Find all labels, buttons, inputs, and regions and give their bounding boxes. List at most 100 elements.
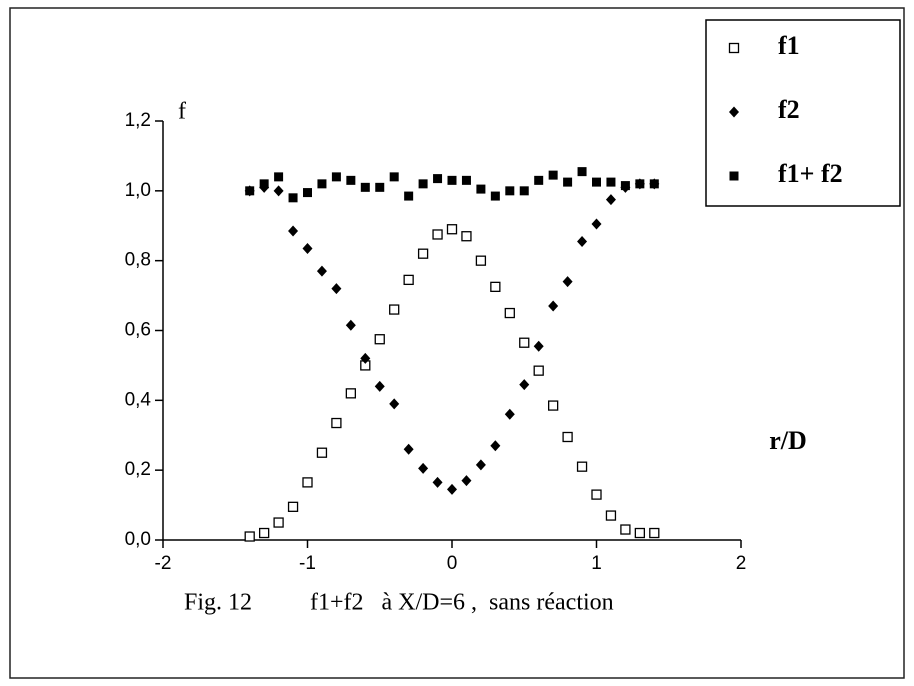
diamond-marker xyxy=(533,340,544,352)
open-square-marker xyxy=(389,304,400,315)
open-square-marker xyxy=(302,477,313,488)
diamond-marker xyxy=(577,235,588,247)
filled-square-marker xyxy=(592,177,601,187)
filled-square-marker xyxy=(245,186,255,196)
y-tick-label: 0,4 xyxy=(125,389,152,410)
filled-square-marker xyxy=(606,177,616,187)
legend-label: f1+ f2 xyxy=(778,159,843,188)
filled-square-marker xyxy=(519,186,529,196)
filled-square-marker xyxy=(534,175,544,185)
diamond-marker xyxy=(374,380,385,392)
filled-square-marker xyxy=(418,179,428,189)
legend-label: f2 xyxy=(778,95,800,124)
filled-square-marker xyxy=(490,191,500,201)
x-tick-label: 2 xyxy=(736,553,747,574)
filled-square-marker xyxy=(331,172,341,182)
open-square-marker xyxy=(316,447,328,458)
open-square-marker xyxy=(403,274,414,286)
open-square-marker xyxy=(490,281,501,293)
caption-figure: Fig. 12 xyxy=(184,590,252,616)
filled-square-marker xyxy=(375,182,385,192)
open-square-marker xyxy=(591,489,602,500)
filled-square-marker xyxy=(259,179,269,189)
x-tick-label: 1 xyxy=(591,553,602,574)
diamond-marker xyxy=(273,185,284,197)
frame xyxy=(9,7,905,679)
x-axis-label: r/D xyxy=(769,426,807,455)
filled-square-marker xyxy=(274,172,284,182)
open-square-marker xyxy=(461,231,472,242)
legend-marker xyxy=(729,106,739,118)
y-axis-label: f xyxy=(178,99,186,125)
filled-square-marker xyxy=(404,191,414,201)
diamond-marker xyxy=(403,443,414,455)
filled-square-marker xyxy=(505,186,515,196)
y-tick-label: 1,0 xyxy=(125,180,151,201)
diamond-marker xyxy=(432,476,443,488)
open-square-marker xyxy=(446,224,458,235)
filled-square-marker xyxy=(433,174,443,184)
diamond-marker xyxy=(605,194,616,206)
diamond-marker xyxy=(475,459,486,471)
diamond-marker xyxy=(302,242,313,254)
diamond-marker xyxy=(562,276,573,288)
open-square-marker xyxy=(533,365,544,376)
filled-square-marker xyxy=(317,179,327,189)
filled-square-marker xyxy=(577,167,587,177)
filled-square-marker xyxy=(563,177,573,187)
open-square-marker xyxy=(331,417,342,429)
filled-square-marker xyxy=(447,175,457,185)
diamond-marker xyxy=(490,440,501,452)
y-tick-label: 0,0 xyxy=(125,529,151,550)
diamond-marker xyxy=(345,319,356,331)
open-square-marker xyxy=(287,501,299,512)
filled-square-marker xyxy=(389,172,399,182)
filled-square-marker xyxy=(620,181,630,191)
diamond-marker xyxy=(360,352,371,364)
legend-marker xyxy=(728,42,740,54)
diamond-marker xyxy=(389,398,400,410)
open-square-marker xyxy=(244,531,255,542)
diamond-marker xyxy=(288,225,299,237)
open-square-marker xyxy=(374,334,385,345)
filled-square-marker xyxy=(635,179,645,189)
diamond-marker xyxy=(447,483,457,495)
open-square-marker xyxy=(345,388,357,399)
diamond-marker xyxy=(548,300,559,312)
open-square-marker xyxy=(620,524,631,535)
diamond-marker xyxy=(316,265,327,277)
filled-square-marker xyxy=(461,175,471,185)
filled-square-marker xyxy=(476,184,486,194)
open-square-marker xyxy=(649,527,660,539)
open-square-marker xyxy=(576,461,588,472)
filled-square-marker xyxy=(346,175,356,185)
open-square-marker xyxy=(273,517,284,528)
diamond-marker xyxy=(504,408,515,420)
open-square-marker xyxy=(634,527,645,539)
diamond-marker xyxy=(461,475,472,487)
open-square-marker xyxy=(504,307,515,319)
open-square-marker xyxy=(605,510,617,521)
filled-square-marker xyxy=(303,188,312,198)
diamond-marker xyxy=(591,218,602,230)
open-square-marker xyxy=(475,255,487,266)
open-square-marker xyxy=(258,527,270,539)
filled-square-marker xyxy=(288,193,298,203)
y-tick-label: 0,8 xyxy=(125,250,151,271)
filled-square-marker xyxy=(649,179,659,189)
caption-text: f1+f2 à X/D=6 , sans réaction xyxy=(310,590,614,616)
filled-square-marker xyxy=(548,170,558,180)
y-tick-label: 0,2 xyxy=(125,459,151,480)
diamond-marker xyxy=(519,379,530,391)
x-tick-label: 0 xyxy=(447,553,458,574)
open-square-marker xyxy=(519,337,530,348)
diamond-marker xyxy=(331,283,342,295)
legend-marker xyxy=(729,171,739,181)
filled-square-marker xyxy=(360,182,370,192)
y-tick-label: 1,2 xyxy=(125,110,151,131)
open-square-marker xyxy=(417,248,429,259)
x-tick-label: -2 xyxy=(155,553,172,574)
open-square-marker xyxy=(432,229,443,240)
legend-label: f1 xyxy=(778,31,800,60)
